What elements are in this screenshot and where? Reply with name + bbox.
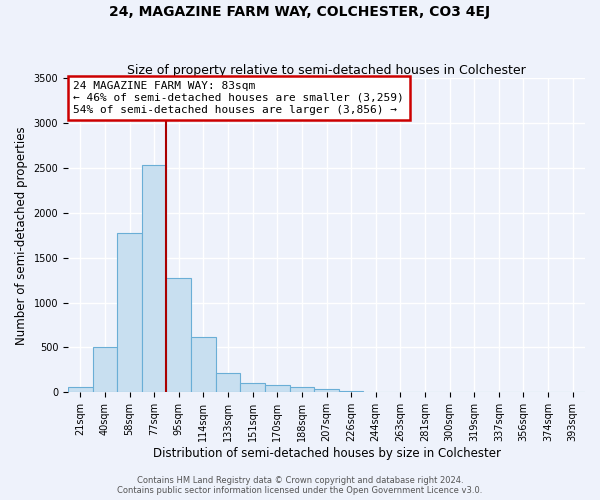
- Bar: [191, 337, 216, 392]
- Text: Contains HM Land Registry data © Crown copyright and database right 2024.
Contai: Contains HM Land Registry data © Crown c…: [118, 476, 482, 495]
- Bar: [68, 388, 92, 392]
- Bar: [117, 233, 142, 392]
- Bar: [314, 389, 339, 392]
- Bar: [216, 374, 241, 392]
- Bar: [92, 348, 117, 393]
- Text: 24, MAGAZINE FARM WAY, COLCHESTER, CO3 4EJ: 24, MAGAZINE FARM WAY, COLCHESTER, CO3 4…: [109, 5, 491, 19]
- Bar: [142, 165, 166, 392]
- Bar: [265, 385, 290, 392]
- Bar: [166, 278, 191, 392]
- Y-axis label: Number of semi-detached properties: Number of semi-detached properties: [15, 126, 28, 344]
- Text: 24 MAGAZINE FARM WAY: 83sqm
← 46% of semi-detached houses are smaller (3,259)
54: 24 MAGAZINE FARM WAY: 83sqm ← 46% of sem…: [73, 82, 404, 114]
- Bar: [290, 387, 314, 392]
- X-axis label: Distribution of semi-detached houses by size in Colchester: Distribution of semi-detached houses by …: [152, 447, 500, 460]
- Title: Size of property relative to semi-detached houses in Colchester: Size of property relative to semi-detach…: [127, 64, 526, 77]
- Bar: [241, 384, 265, 392]
- Bar: [339, 390, 364, 392]
